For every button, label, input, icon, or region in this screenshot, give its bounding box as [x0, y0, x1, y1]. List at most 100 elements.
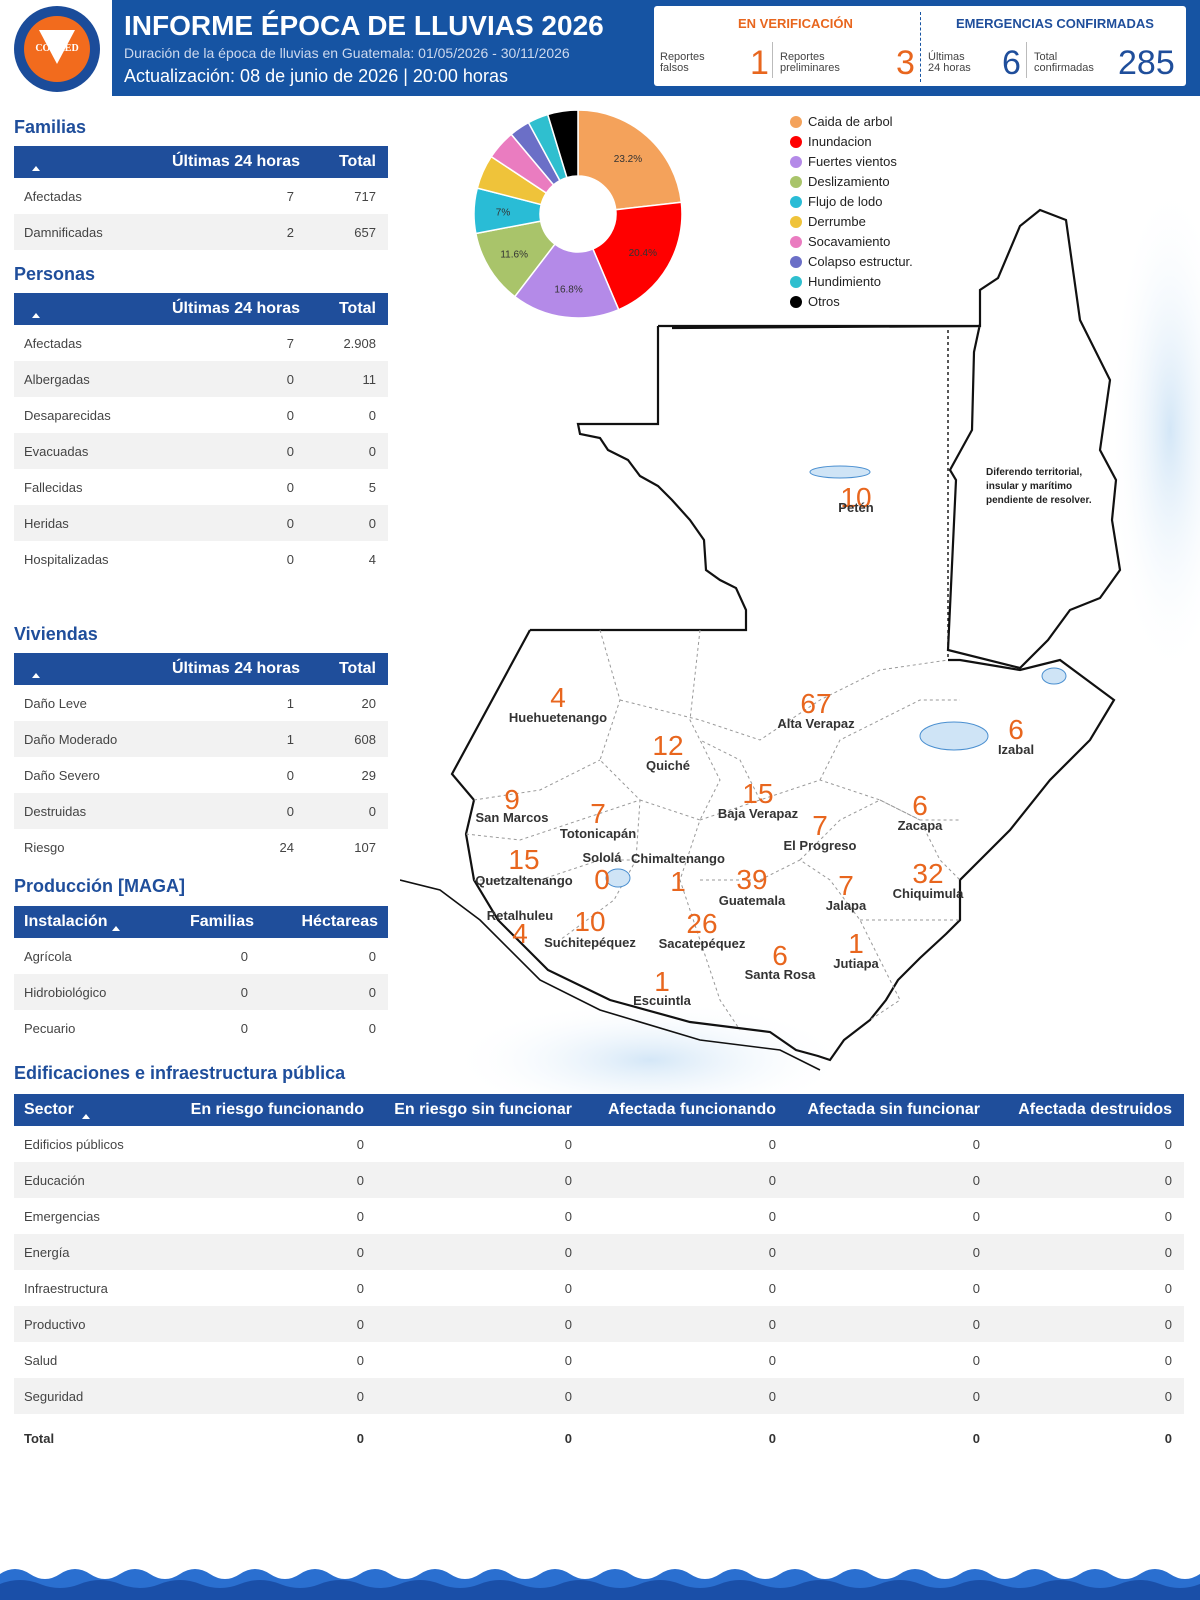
row-label: Productivo — [24, 1317, 86, 1332]
legend-item[interactable]: Colapso estructur. — [786, 252, 926, 272]
map-count-chimaltenango: 1 — [670, 866, 686, 897]
row-value-h24: 0 — [286, 552, 294, 567]
total-value: 0 — [356, 1431, 364, 1446]
table-row: Daño Severo 0 29 — [14, 757, 388, 793]
map-department-chiquimula[interactable]: Chiquimula — [892, 886, 964, 901]
map-count-quiche: 12 — [652, 730, 684, 761]
map-department-escuintla[interactable]: Escuintla — [633, 993, 691, 1008]
sort-ascending-icon[interactable] — [32, 305, 40, 323]
table-row: Daño Leve 1 20 — [14, 685, 388, 721]
table-row: Afectadas 7 2.908 — [14, 325, 388, 361]
map-count-quetzaltenango: 15 — [508, 844, 540, 875]
col-header-24h[interactable]: Últimas 24 horas — [172, 153, 301, 170]
col-header-total[interactable]: Total — [338, 660, 376, 677]
last24-label: Últimas 24 horas — [928, 51, 971, 74]
legend-item[interactable]: Fuertes vientos — [786, 152, 926, 172]
legend-item[interactable]: Hundimiento — [786, 272, 926, 292]
total-value: 0 — [1164, 1431, 1172, 1446]
row-label: Hospitalizadas — [24, 552, 109, 567]
col-header-3[interactable]: Afectada funcionando — [607, 1101, 776, 1118]
map-count-retalhuleu: 4 — [512, 918, 528, 949]
map-department-chimaltenango[interactable]: Chimaltenango — [631, 851, 725, 866]
logo-triangle-icon — [39, 30, 75, 64]
map-department-huehuetenango[interactable]: Huehuetenango — [508, 710, 608, 725]
row-value: 0 — [564, 1353, 572, 1368]
pie-slice-fuertes-vientos[interactable] — [513, 243, 620, 319]
caribbean-sea-shade — [1110, 180, 1200, 680]
row-value-h24: 24 — [279, 840, 294, 855]
legend-item[interactable]: Derrumbe — [786, 212, 926, 232]
pie-data-label: 20.4% — [629, 248, 657, 259]
col-header-2[interactable]: En riesgo sin funcionar — [394, 1101, 572, 1118]
legend-swatch — [790, 176, 802, 188]
legend-item[interactable]: Deslizamiento — [786, 172, 926, 192]
map-department-zacapa[interactable]: Zacapa — [897, 818, 943, 833]
map-department-baja-verapaz[interactable]: Baja Verapaz — [717, 806, 799, 821]
incident-type-donut-chart: 23.2% 20.4% 16.8% 11.6% 7% — [473, 109, 683, 319]
col-header-0[interactable]: Sector — [24, 1101, 74, 1118]
map-department-suchitepequez[interactable]: Suchitepéquez — [544, 935, 636, 950]
row-value: 0 — [768, 1353, 776, 1368]
pie-slice-caida-de-arbol[interactable] — [577, 109, 683, 211]
map-count-baja-verapaz: 15 — [742, 778, 774, 809]
legend-item[interactable]: Socavamiento — [786, 232, 926, 252]
sort-ascending-icon[interactable] — [82, 1106, 90, 1124]
map-count-escuintla: 1 — [654, 966, 670, 997]
row-value: 0 — [972, 1281, 980, 1296]
col-header-total[interactable]: Total — [338, 153, 376, 170]
col-header-4[interactable]: Afectada sin funcionar — [807, 1101, 980, 1118]
row-label: Educación — [24, 1173, 85, 1188]
pie-slice-otros[interactable] — [546, 109, 579, 179]
map-department-retalhuleu[interactable]: Retalhuleu — [486, 908, 554, 923]
col-header-total[interactable]: Total — [338, 300, 376, 317]
map-department-alta-verapaz[interactable]: Alta Verapaz — [777, 716, 855, 731]
map-count-jutiapa: 1 — [848, 928, 864, 959]
sort-ascending-icon[interactable] — [32, 158, 40, 176]
row-value: 0 — [768, 1137, 776, 1152]
legend-swatch — [790, 136, 802, 148]
col-header-instalacion[interactable]: Instalación — [24, 913, 108, 930]
col-header-hectareas[interactable]: Héctareas — [301, 913, 379, 930]
row-value-total: 107 — [354, 840, 376, 855]
map-department-totonicapan[interactable]: Totonicapán — [559, 826, 637, 841]
table-row: Infraestructura 0 0 0 0 0 — [14, 1270, 1184, 1306]
col-header-familias[interactable]: Familias — [190, 913, 255, 930]
row-label: Evacuadas — [24, 444, 89, 459]
col-header-5[interactable]: Afectada destruidos — [1018, 1101, 1172, 1118]
legend-item[interactable]: Flujo de lodo — [786, 192, 926, 212]
row-label: Daño Moderado — [24, 732, 118, 747]
map-department-solola[interactable]: Sololá — [582, 850, 622, 865]
map-department-jutiapa[interactable]: Jutiapa — [833, 956, 879, 971]
col-header-1[interactable]: En riesgo funcionando — [190, 1101, 364, 1118]
row-value: 0 — [1164, 1173, 1172, 1188]
table-row: Seguridad 0 0 0 0 0 — [14, 1378, 1184, 1414]
table-row: Hospitalizadas 0 4 — [14, 541, 388, 577]
legend-item[interactable]: Otros — [786, 292, 926, 312]
map-department-el-progreso[interactable]: El Progreso — [783, 838, 857, 853]
map-department-peten[interactable]: Petén — [838, 500, 874, 515]
map-department-quetzaltenango[interactable]: Quetzaltenango — [475, 873, 573, 888]
table-row: Energía 0 0 0 0 0 — [14, 1234, 1184, 1270]
legend-item[interactable]: Caida de arbol — [786, 112, 926, 132]
legend-item[interactable]: Inundacion — [786, 132, 926, 152]
map-department-guatemala[interactable]: Guatemala — [718, 893, 786, 908]
map-department-jalapa[interactable]: Jalapa — [825, 898, 867, 913]
row-value: 0 — [356, 1209, 364, 1224]
sort-ascending-icon[interactable] — [32, 665, 40, 683]
sort-ascending-icon[interactable] — [112, 918, 120, 936]
row-value-h24: 2 — [286, 225, 294, 240]
col-header-24h[interactable]: Últimas 24 horas — [172, 300, 301, 317]
map-department-quiche[interactable]: Quiché — [645, 758, 691, 773]
pie-slice-inundacion[interactable] — [591, 201, 683, 311]
map-department-sacatepequez[interactable]: Sacatepéquez — [658, 936, 746, 951]
total-confirmed-value: 285 — [1118, 44, 1175, 82]
map-department-san-marcos[interactable]: San Marcos — [475, 810, 549, 825]
map-department-izabal[interactable]: Izabal — [997, 742, 1035, 757]
table-row: Pecuario 0 0 — [14, 1010, 388, 1046]
legend-label: Socavamiento — [808, 234, 891, 249]
lake-peten-itza — [809, 465, 871, 479]
row-value: 0 — [1164, 1389, 1172, 1404]
map-count-santa-rosa: 6 — [772, 940, 788, 971]
col-header-24h[interactable]: Últimas 24 horas — [172, 660, 301, 677]
map-department-santa-rosa[interactable]: Santa Rosa — [744, 967, 816, 982]
